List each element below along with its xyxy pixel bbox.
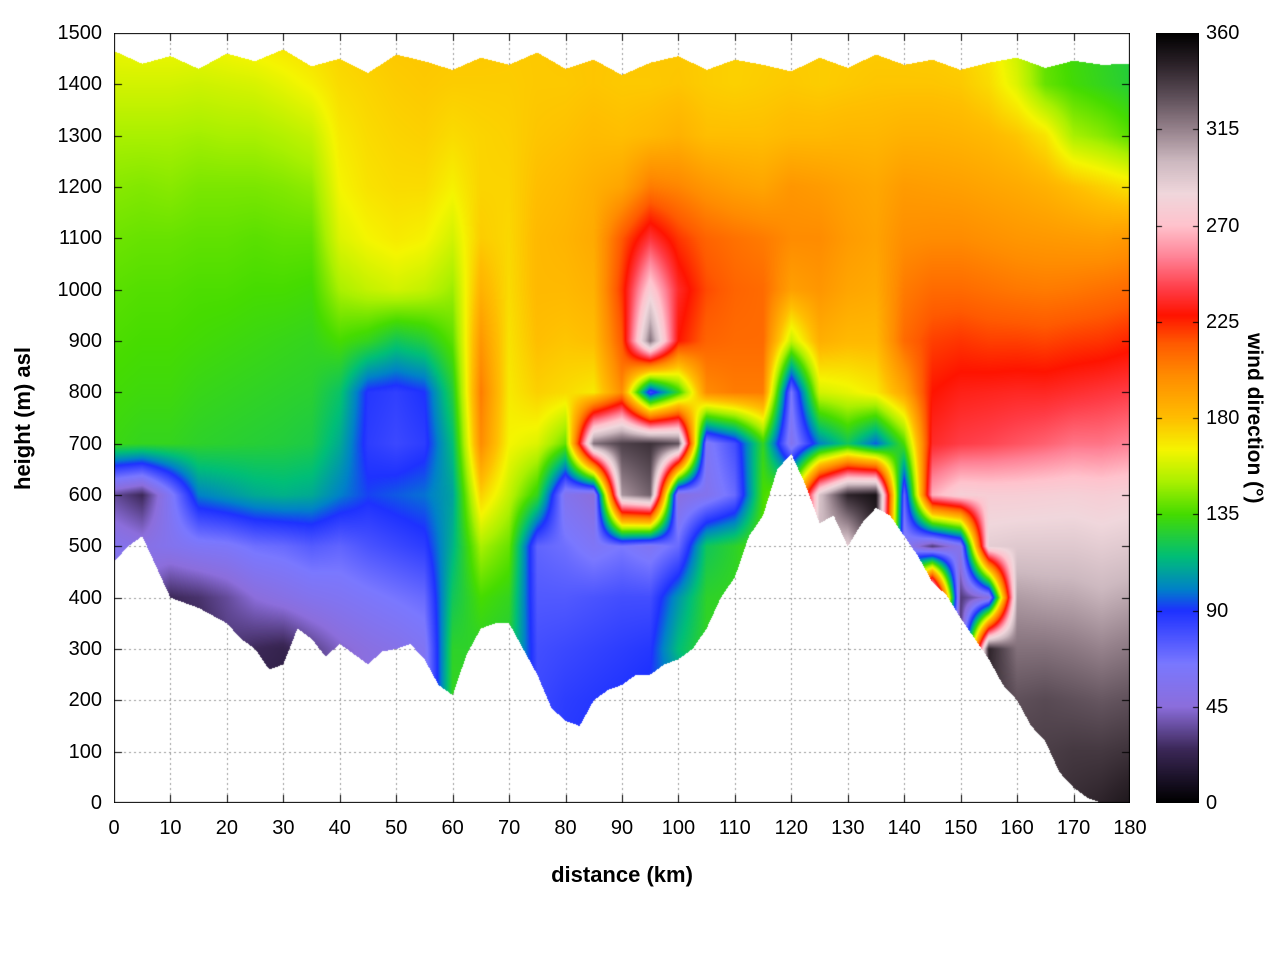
x-tick-label: 40 [328,817,351,839]
heatmap-plot-canvas [114,33,1130,803]
x-tick-label: 150 [943,817,978,839]
x-tick-label: 90 [610,817,634,839]
y-tick-label: 800 [68,381,102,404]
x-tick-label: 160 [1000,817,1034,839]
y-tick-label: 1500 [57,22,103,44]
colorbar-tick-label: 90 [1206,599,1229,622]
colorbar-tick-label: 270 [1206,214,1240,237]
colorbar-tick-label: 135 [1206,503,1240,526]
y-axis-title: height (m) asl [10,346,35,490]
x-tick-label: 0 [108,817,120,839]
x-tick-label: 180 [1113,817,1147,839]
x-tick-label: 130 [831,817,865,839]
x-tick-label: 70 [497,817,521,839]
x-axis-title: distance (km) [551,862,693,887]
y-tick-label: 0 [90,792,102,814]
y-tick-label: 1400 [57,73,103,96]
x-tick-label: 170 [1056,817,1091,839]
x-tick-label: 30 [272,817,295,839]
colorbar-canvas [1156,33,1199,803]
x-tick-label: 10 [159,817,182,839]
x-tick-label: 120 [774,817,809,839]
x-tick-label: 50 [385,817,408,839]
y-tick-label: 500 [68,535,102,558]
y-tick-label: 400 [68,586,102,609]
y-tick-label: 600 [68,484,102,506]
colorbar-tick-label: 360 [1206,22,1240,44]
colorbar-tick-label: 180 [1206,407,1240,429]
x-tick-label: 80 [554,817,577,839]
colorbar-tick-label: 225 [1206,310,1240,333]
colorbar-title: wind direction (°) [1243,332,1266,504]
y-tick-label: 1300 [57,124,103,147]
x-tick-label: 20 [215,817,238,839]
y-tick-label: 900 [68,330,102,352]
y-tick-label: 200 [68,689,102,712]
x-tick-label: 60 [441,817,464,839]
colorbar-tick-label: 45 [1206,695,1229,718]
y-tick-label: 100 [68,740,102,763]
colorbar-tick-label: 0 [1206,792,1218,814]
x-tick-label: 110 [718,817,751,839]
y-tick-label: 700 [68,432,102,455]
y-tick-label: 1000 [57,278,103,301]
x-tick-label: 140 [887,817,921,839]
colorbar-tick-label: 315 [1206,118,1240,141]
y-tick-label: 300 [68,638,102,660]
y-tick-label: 1100 [58,227,102,250]
x-tick-label: 100 [661,817,696,839]
y-tick-label: 1200 [57,176,103,198]
